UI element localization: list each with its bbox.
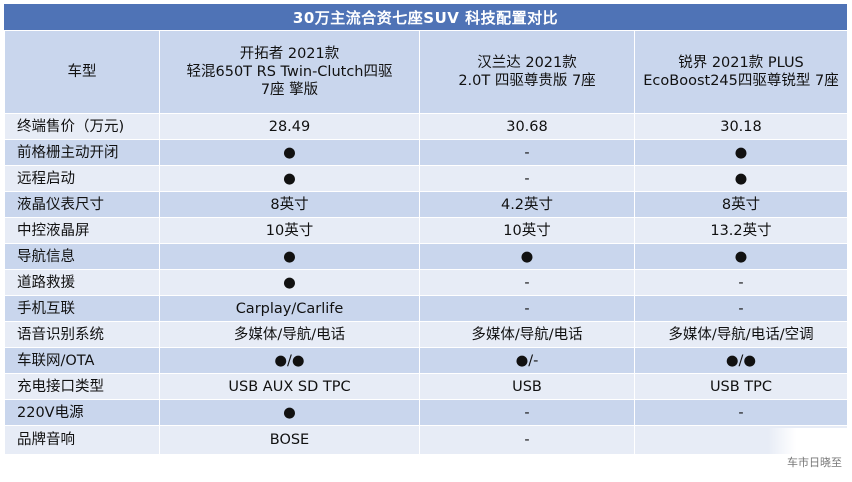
model-3-line1: 锐界 2021款 PLUS (678, 55, 804, 71)
table-row: 液晶仪表尺寸 8英寸 4.2英寸 8英寸 (4, 191, 848, 218)
value-cell-model-3: ● (634, 165, 848, 192)
model-1-line3: 7座 擎版 (260, 82, 319, 98)
value-cell-model-1: 28.49 (159, 113, 420, 140)
table-row: 终端售价（万元) 28.49 30.68 30.18 (4, 113, 848, 140)
table-row: 车联网/OTA ●/● ●/- ●/● (4, 347, 848, 374)
watermark: 车市日晓至 (768, 428, 848, 478)
value-cell-model-2: USB (419, 373, 635, 400)
table-row: 中控液晶屏 10英寸 10英寸 13.2英寸 (4, 217, 848, 244)
model-cell-1: 开拓者 2021款 轻混650T RS Twin-Clutch四驱 7座 擎版 (159, 30, 420, 114)
header-row: 车型 开拓者 2021款 轻混650T RS Twin-Clutch四驱 7座 … (4, 30, 848, 114)
value-cell-model-1: BOSE (159, 425, 420, 455)
value-cell-model-3: - (634, 269, 848, 296)
model-2-line2: 2.0T 四驱尊贵版 7座 (458, 73, 596, 89)
value-cell-model-2: ●/- (419, 347, 635, 374)
row-label: 220V电源 (4, 399, 160, 426)
table-title: 30万主流合资七座SUV 科技配置对比 (4, 4, 847, 30)
value-cell-model-2: ● (419, 243, 635, 270)
value-cell-model-1: ● (159, 243, 420, 270)
value-cell-model-2: - (419, 425, 635, 455)
row-label: 车联网/OTA (4, 347, 160, 374)
value-cell-model-2: 30.68 (419, 113, 635, 140)
value-cell-model-1: 8英寸 (159, 191, 420, 218)
model-2-line1: 汉兰达 2021款 (477, 55, 577, 71)
value-cell-model-3: - (634, 399, 848, 426)
header-label-cell: 车型 (4, 30, 160, 114)
value-cell-model-3: ● (634, 243, 848, 270)
value-cell-model-1: USB AUX SD TPC (159, 373, 420, 400)
value-cell-model-3: ● (634, 139, 848, 166)
value-cell-model-1: ● (159, 165, 420, 192)
row-label: 品牌音响 (4, 425, 160, 455)
value-cell-model-2: - (419, 295, 635, 322)
model-3-line2: EcoBoost245四驱尊锐型 7座 (643, 73, 839, 89)
value-cell-model-1: ● (159, 269, 420, 296)
value-cell-model-1: 多媒体/导航/电话 (159, 321, 420, 348)
model-1-line2: 轻混650T RS Twin-Clutch四驱 (186, 64, 393, 80)
table-row: 品牌音响 BOSE - (4, 425, 848, 455)
table-row: 语音识别系统 多媒体/导航/电话 多媒体/导航/电话 多媒体/导航/电话/空调 (4, 321, 848, 348)
value-cell-model-2: - (419, 269, 635, 296)
value-cell-model-2: 多媒体/导航/电话 (419, 321, 635, 348)
table-row: 远程启动 ● - ● (4, 165, 848, 192)
model-cell-2: 汉兰达 2021款 2.0T 四驱尊贵版 7座 (419, 30, 635, 114)
row-label: 道路救援 (4, 269, 160, 296)
table-row: 道路救援 ● - - (4, 269, 848, 296)
value-cell-model-3: - (634, 295, 848, 322)
row-label: 前格栅主动开闭 (4, 139, 160, 166)
model-cell-3: 锐界 2021款 PLUS EcoBoost245四驱尊锐型 7座 (634, 30, 848, 114)
value-cell-model-3: 30.18 (634, 113, 848, 140)
value-cell-model-3: 8英寸 (634, 191, 848, 218)
config-comparison-table: 车型 开拓者 2021款 轻混650T RS Twin-Clutch四驱 7座 … (4, 30, 848, 455)
value-cell-model-1: ● (159, 139, 420, 166)
value-cell-model-3: USB TPC (634, 373, 848, 400)
table-row: 手机互联 Carplay/Carlife - - (4, 295, 848, 322)
row-label: 远程启动 (4, 165, 160, 192)
row-label: 手机互联 (4, 295, 160, 322)
comparison-table-frame: 30万主流合资七座SUV 科技配置对比 车型 开拓者 2021款 轻混650T … (4, 4, 848, 478)
row-label: 中控液晶屏 (4, 217, 160, 244)
value-cell-model-1: 10英寸 (159, 217, 420, 244)
value-cell-model-2: - (419, 399, 635, 426)
row-label: 导航信息 (4, 243, 160, 270)
table-row: 220V电源 ● - - (4, 399, 848, 426)
value-cell-model-1: Carplay/Carlife (159, 295, 420, 322)
table-row: 充电接口类型 USB AUX SD TPC USB USB TPC (4, 373, 848, 400)
row-label: 液晶仪表尺寸 (4, 191, 160, 218)
row-label: 终端售价（万元) (4, 113, 160, 140)
model-1-line1: 开拓者 2021款 (239, 46, 340, 62)
value-cell-model-2: - (419, 139, 635, 166)
row-label: 充电接口类型 (4, 373, 160, 400)
value-cell-model-2: 4.2英寸 (419, 191, 635, 218)
table-row: 导航信息 ● ● ● (4, 243, 848, 270)
value-cell-model-3: 多媒体/导航/电话/空调 (634, 321, 848, 348)
row-label: 语音识别系统 (4, 321, 160, 348)
value-cell-model-1: ● (159, 399, 420, 426)
value-cell-model-3: 13.2英寸 (634, 217, 848, 244)
table-row: 前格栅主动开闭 ● - ● (4, 139, 848, 166)
value-cell-model-2: 10英寸 (419, 217, 635, 244)
value-cell-model-1: ●/● (159, 347, 420, 374)
value-cell-model-2: - (419, 165, 635, 192)
value-cell-model-3: ●/● (634, 347, 848, 374)
